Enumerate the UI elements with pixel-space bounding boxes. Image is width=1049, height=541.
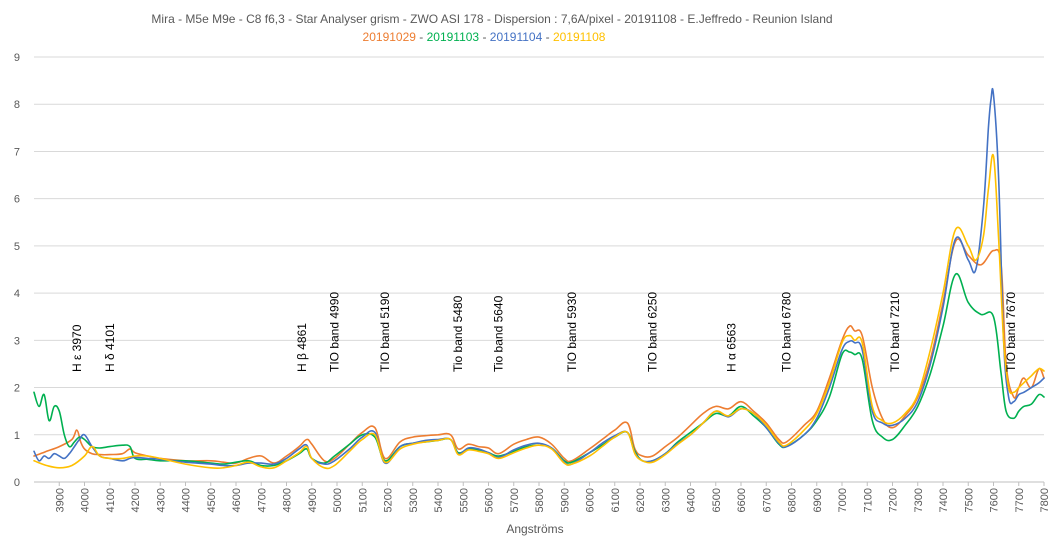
x-tick-label: 6000 xyxy=(585,488,597,512)
y-tick-label: 4 xyxy=(14,288,20,300)
x-tick-label: 4600 xyxy=(231,488,243,512)
x-tick-label: 6600 xyxy=(736,488,748,512)
annotation-label: TIO band 6780 xyxy=(779,292,793,372)
x-tick-label: 5900 xyxy=(559,488,571,512)
x-tick-label: 5300 xyxy=(408,488,420,512)
y-axis-ticks: 0 1 2 3 4 5 6 7 8 9 xyxy=(14,52,20,489)
x-tick-label: 4400 xyxy=(181,488,193,512)
annotation-label: H β 4861 xyxy=(295,323,309,372)
x-tick-label: 4000 xyxy=(80,488,92,512)
x-tick-label: 7600 xyxy=(989,488,1001,512)
x-tick-label: 6800 xyxy=(787,488,799,512)
annotation-label: TIO band 7670 xyxy=(1004,292,1018,372)
y-tick-label: 6 xyxy=(14,194,20,206)
x-tick-label: 5500 xyxy=(458,488,470,512)
y-tick-label: 2 xyxy=(14,383,20,395)
x-tick-label: 7800 xyxy=(1039,488,1049,512)
x-tick-label: 4300 xyxy=(155,488,167,512)
x-tick-label: 6700 xyxy=(761,488,773,512)
x-tick-label: 7200 xyxy=(888,488,900,512)
annotation-label: TIO band 7210 xyxy=(888,292,902,372)
x-tick-label: 4100 xyxy=(105,488,117,512)
x-tick-label: 6900 xyxy=(812,488,824,512)
x-tick-label: 4700 xyxy=(256,488,268,512)
annotation-label: H δ 4101 xyxy=(103,323,117,372)
x-tick-label: 3900 xyxy=(54,488,66,512)
y-tick-label: 9 xyxy=(14,52,20,64)
annotation-label: TIO band 6250 xyxy=(646,292,660,372)
x-tick-label: 4500 xyxy=(206,488,218,512)
annotations: H ε 3970 H δ 4101 H β 4861 TIO band 4990 TIO… xyxy=(70,292,1018,372)
subtitle-part-3: - xyxy=(479,30,490,44)
x-tick-label: 5000 xyxy=(332,488,344,512)
y-tick-label: 5 xyxy=(14,241,20,253)
x-tick-label: 4800 xyxy=(282,488,294,512)
annotation-label: TIO band 5930 xyxy=(565,292,579,372)
y-tick-label: 7 xyxy=(14,146,20,158)
subtitle-part-5: - xyxy=(542,30,553,44)
chart-title: Mira - M5e M9e - C8 f6,3 - Star Analyser… xyxy=(151,12,832,26)
x-tick-label: 7500 xyxy=(963,488,975,512)
y-tick-label: 8 xyxy=(14,99,20,111)
x-tick-label: 5200 xyxy=(383,488,395,512)
y-tick-label: 1 xyxy=(14,430,20,442)
y-tick-label: 0 xyxy=(14,477,20,489)
subtitle-part-0: 20191029 xyxy=(363,30,417,44)
x-tick-label: 5600 xyxy=(484,488,496,512)
x-tick-label: 5800 xyxy=(534,488,546,512)
x-tick-label: 4200 xyxy=(130,488,142,512)
x-tick-label: 6400 xyxy=(686,488,698,512)
y-tick-label: 3 xyxy=(14,335,20,347)
x-tick-label: 5700 xyxy=(509,488,521,512)
x-tick-label: 7700 xyxy=(1014,488,1026,512)
subtitle-part-4: 20191104 xyxy=(490,30,543,44)
subtitle-part-6: 20191108 xyxy=(553,30,606,44)
x-tick-label: 6300 xyxy=(660,488,672,512)
annotation-label: TIO band 5190 xyxy=(378,292,392,372)
x-tick-label: 5400 xyxy=(433,488,445,512)
series-line-20191108 xyxy=(33,153,1045,470)
gridlines xyxy=(34,56,1044,483)
x-tick-label: 6100 xyxy=(610,488,622,512)
x-axis-label: Angströms xyxy=(506,522,563,536)
subtitle-part-1: - xyxy=(416,30,427,44)
series-lines xyxy=(33,87,1045,470)
x-tick-label: 6200 xyxy=(635,488,647,512)
x-axis-ticks: 3900 4000 4100 4200 4300 4400 4500 4600 4700 4800… xyxy=(54,482,1049,512)
x-tick-label: 7400 xyxy=(938,488,950,512)
x-tick-label: 7100 xyxy=(862,488,874,512)
chart-subtitle: 20191029 - 20191103 - 20191104 - 2019110… xyxy=(363,30,606,44)
annotation-label: TIO band 4990 xyxy=(327,292,341,372)
annotation-label: Tio band 5640 xyxy=(492,295,506,372)
x-tick-label: 7000 xyxy=(837,488,849,512)
annotation-label: Tio band 5480 xyxy=(451,295,465,372)
x-tick-label: 4900 xyxy=(307,488,319,512)
subtitle-part-2: 20191103 xyxy=(427,30,480,44)
series-line-20191104 xyxy=(33,87,1045,467)
x-tick-label: 5100 xyxy=(357,488,369,512)
annotation-label: H ε 3970 xyxy=(70,324,84,372)
annotation-label: H α 6563 xyxy=(725,323,739,372)
x-tick-label: 6500 xyxy=(711,488,723,512)
x-tick-label: 7300 xyxy=(913,488,925,512)
